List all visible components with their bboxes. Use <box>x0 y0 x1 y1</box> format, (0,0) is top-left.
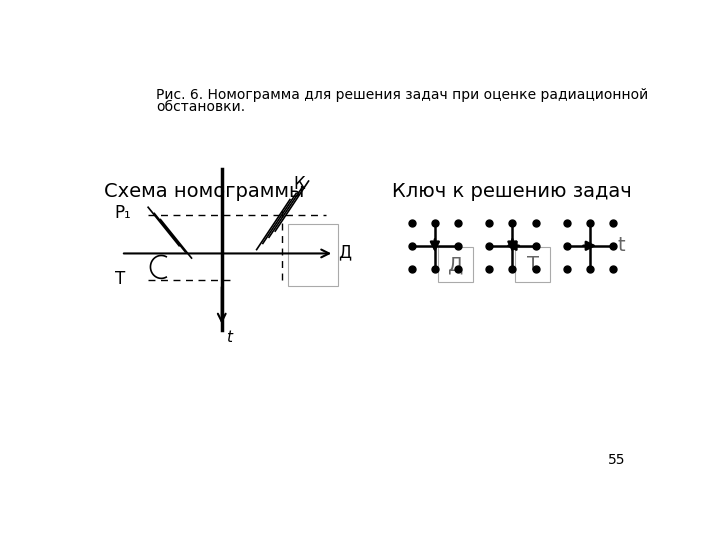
Text: t: t <box>226 330 233 346</box>
Bar <box>287 224 338 286</box>
Text: обстановки.: обстановки. <box>156 100 245 114</box>
Text: t: t <box>618 237 626 255</box>
Bar <box>438 247 473 282</box>
Text: Т: Т <box>527 255 539 274</box>
Bar <box>516 247 550 282</box>
Text: 55: 55 <box>608 453 626 467</box>
Text: Т: Т <box>114 270 125 288</box>
Text: Ключ к решению задач: Ключ к решению задач <box>392 182 632 201</box>
Text: Д: Д <box>338 243 351 261</box>
Text: Схема номограммы: Схема номограммы <box>104 182 305 201</box>
Text: P₁: P₁ <box>114 205 132 222</box>
Text: Рис. 6. Номограмма для решения задач при оценке радиационной: Рис. 6. Номограмма для решения задач при… <box>156 88 648 102</box>
Text: К: К <box>294 175 305 193</box>
Text: Д: Д <box>448 255 463 274</box>
